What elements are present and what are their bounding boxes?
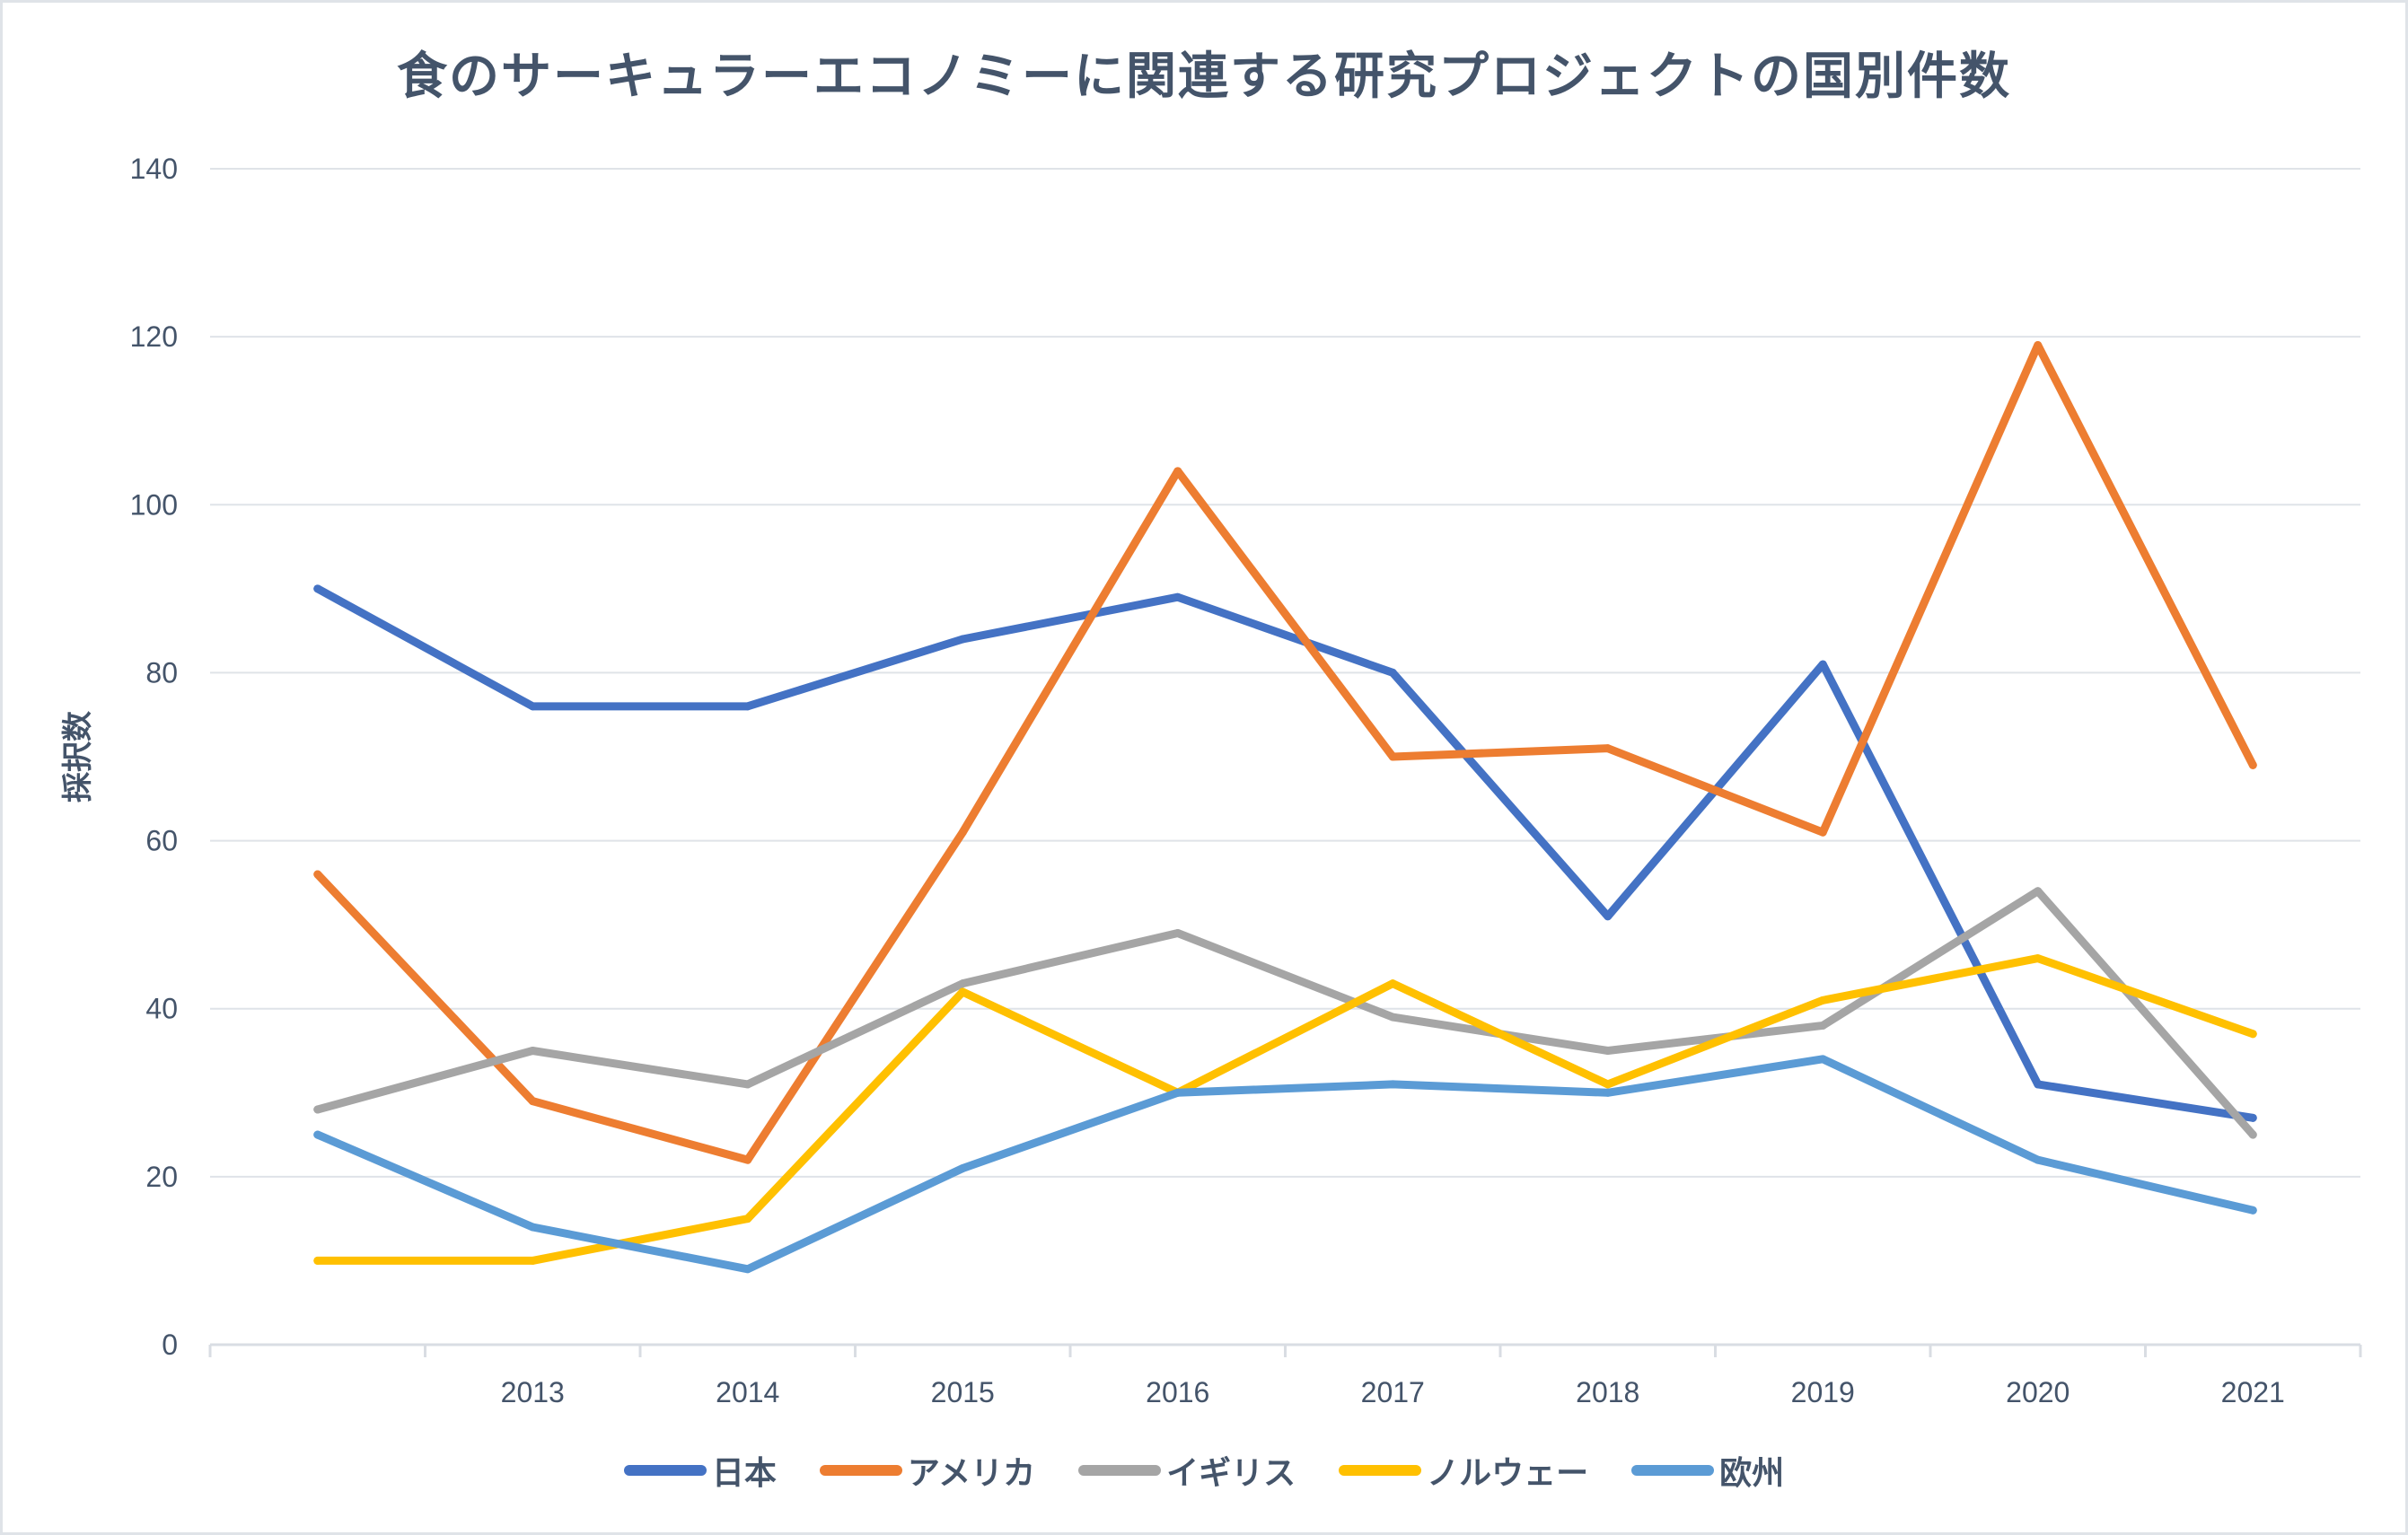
data-point: [1604, 1047, 1613, 1055]
y-tick-label: 20: [145, 1161, 178, 1193]
data-point: [313, 1105, 322, 1114]
data-point: [2034, 1155, 2043, 1164]
y-tick-label: 120: [130, 320, 178, 353]
legend-label: イギリス: [1166, 1455, 1296, 1492]
data-point: [1818, 660, 1827, 669]
x-tick-label: 2014: [716, 1376, 779, 1408]
series-line-0: [313, 584, 2257, 1122]
data-point: [1173, 929, 1182, 937]
x-tick-label: 2013: [501, 1376, 565, 1408]
data-point: [958, 987, 967, 996]
data-point: [2034, 341, 2043, 349]
legend-item: 欧州: [1631, 1447, 1784, 1494]
data-point: [1604, 1080, 1613, 1089]
data-point: [313, 870, 322, 879]
data-point: [2248, 760, 2257, 769]
data-point: [743, 1215, 752, 1224]
y-tick-label: 100: [130, 488, 178, 521]
data-point: [528, 1256, 537, 1265]
chart-title: 食のサーキュラーエコノミーに関連する研究プロジェクトの国別件数: [397, 48, 2011, 106]
y-tick-label: 40: [145, 993, 178, 1025]
data-point: [743, 1080, 752, 1089]
data-point: [1818, 828, 1827, 837]
data-point: [2034, 1080, 2043, 1089]
y-tick-label: 0: [162, 1329, 178, 1361]
legend-item: ノルウェー: [1339, 1447, 1588, 1494]
data-point: [958, 1164, 967, 1172]
data-point: [2248, 1030, 2257, 1039]
data-point: [1604, 744, 1613, 753]
data-point: [1818, 1055, 1827, 1064]
x-tick-label: 2016: [1146, 1376, 1209, 1408]
data-point: [1388, 668, 1397, 677]
data-point: [313, 1130, 322, 1139]
y-tick-label: 140: [130, 153, 178, 185]
x-tick-label: 2018: [1576, 1376, 1639, 1408]
legend-label: アメリカ: [907, 1455, 1036, 1492]
series-line-3: [313, 954, 2257, 1265]
legend-item: アメリカ: [819, 1447, 1036, 1494]
data-point: [958, 828, 967, 837]
data-point: [1388, 1080, 1397, 1089]
legend-swatch: [819, 1465, 902, 1476]
legend-label: 日本: [711, 1455, 777, 1492]
data-point: [958, 979, 967, 988]
data-point: [2248, 1130, 2257, 1139]
data-point: [1388, 752, 1397, 761]
data-point: [1818, 1021, 1827, 1030]
data-point: [1604, 1088, 1613, 1097]
series-line-2: [313, 887, 2257, 1139]
data-point: [2034, 954, 2043, 963]
x-tick-label: 2015: [931, 1376, 995, 1408]
data-point: [1818, 996, 1827, 1004]
legend: 日本 アメリカ イギリス ノルウェー 欧州: [0, 1447, 2408, 1494]
legend-swatch: [1078, 1465, 1162, 1476]
legend-swatch: [1631, 1465, 1715, 1476]
x-tick-label: 2019: [1791, 1376, 1855, 1408]
data-point: [528, 702, 537, 711]
data-point: [2248, 1113, 2257, 1122]
data-point: [528, 1047, 537, 1055]
data-point: [2034, 887, 2043, 896]
data-point: [1173, 1088, 1182, 1097]
data-point: [528, 1097, 537, 1106]
y-axis-label: 採択数: [60, 711, 96, 803]
legend-swatch: [1339, 1465, 1422, 1476]
data-point: [958, 635, 967, 644]
legend-item: 日本: [623, 1447, 777, 1494]
data-point: [1388, 979, 1397, 988]
data-point: [743, 1265, 752, 1274]
x-tick-label: 2017: [1361, 1376, 1425, 1408]
data-point: [2248, 1206, 2257, 1215]
legend-swatch: [623, 1465, 707, 1476]
legend-label: 欧州: [1719, 1455, 1785, 1492]
series-line-4: [313, 1055, 2257, 1274]
x-tick-label: 2021: [2221, 1376, 2285, 1408]
data-point: [1604, 912, 1613, 921]
data-point: [1388, 1013, 1397, 1022]
y-tick-label: 80: [145, 656, 178, 689]
data-point: [743, 1155, 752, 1164]
data-point: [743, 702, 752, 711]
legend-label: ノルウェー: [1427, 1455, 1589, 1492]
data-point: [1173, 467, 1182, 476]
data-point: [313, 584, 322, 593]
data-point: [528, 1223, 537, 1232]
data-point: [1173, 592, 1182, 601]
y-tick-label: 60: [145, 825, 178, 857]
data-point: [313, 1256, 322, 1265]
x-tick-label: 2020: [2006, 1376, 2070, 1408]
series-line-1: [313, 341, 2257, 1164]
legend-item: イギリス: [1078, 1447, 1296, 1494]
